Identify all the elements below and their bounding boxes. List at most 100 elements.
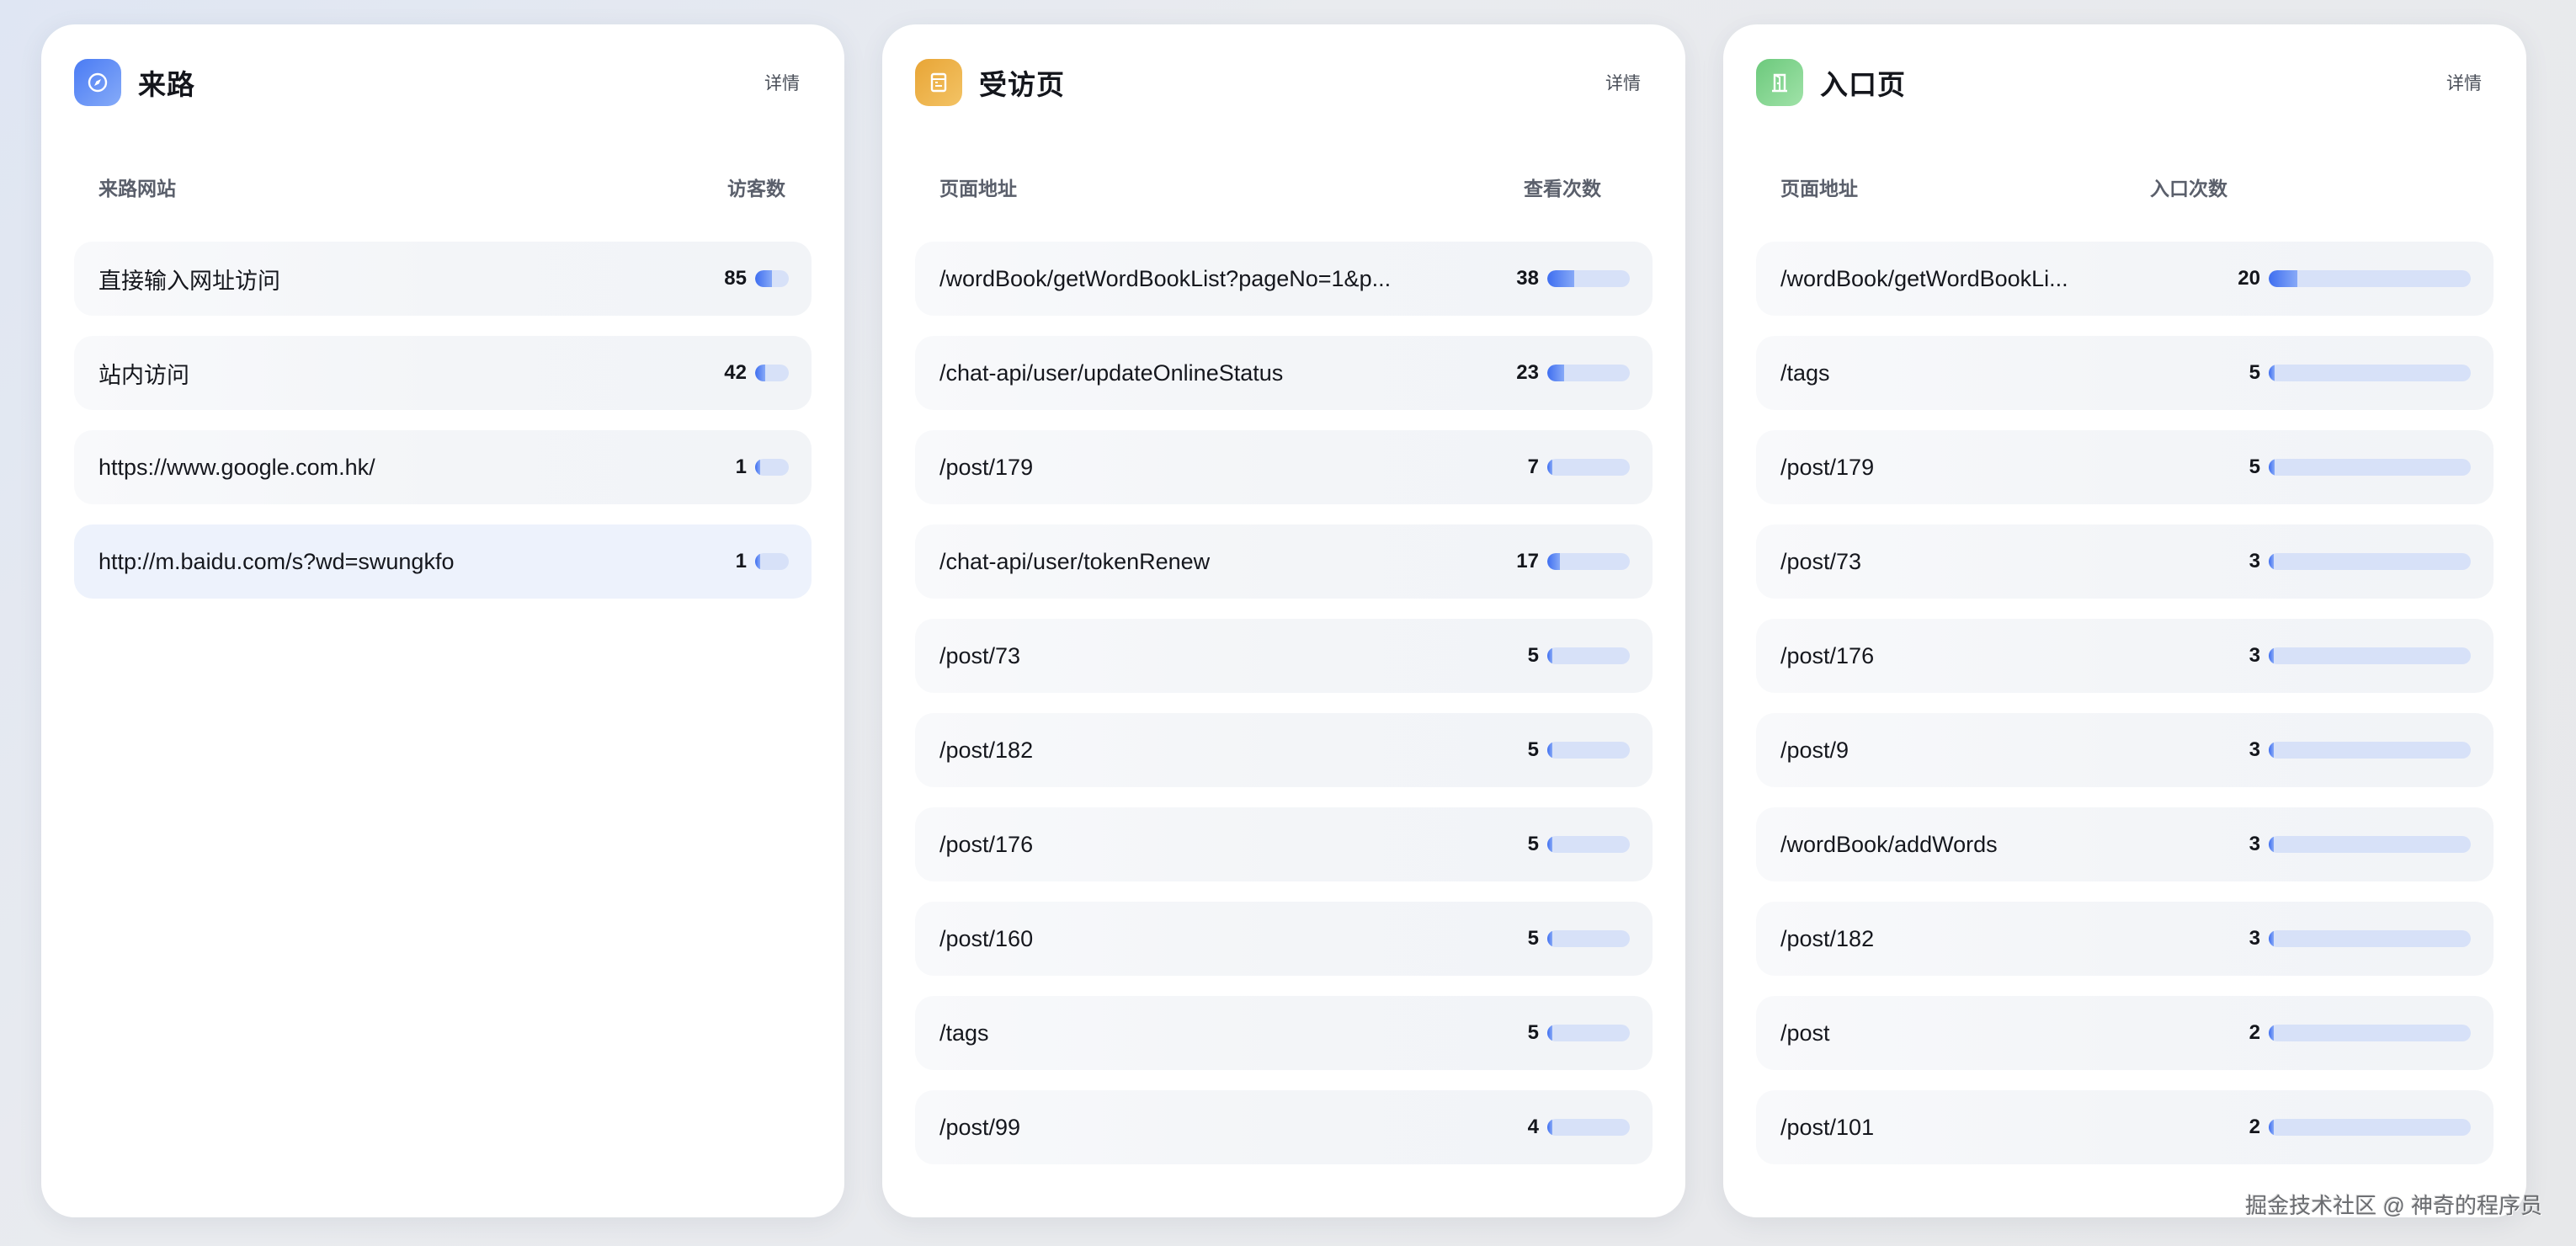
item-count: 38 (1516, 267, 1539, 290)
item-count: 3 (2249, 644, 2260, 667)
item-name: 站内访问 (98, 362, 189, 388)
card-header: 入口页 详情 (1756, 59, 2482, 106)
list-item[interactable]: /post/99 4 (915, 1090, 1653, 1164)
list-item[interactable]: /post/182 3 (1756, 902, 2494, 976)
list-item[interactable]: https://www.google.com.hk/ 1 (74, 430, 812, 504)
item-count: 1 (735, 550, 747, 572)
progress-bar (2269, 553, 2471, 570)
item-name: http://m.baidu.com/s?wd=swungkfo (98, 548, 455, 574)
progress-fill (2269, 365, 2275, 381)
item-name: /wordBook/getWordBookLi... (1780, 265, 2068, 291)
progress-fill (1547, 647, 1552, 664)
column-header-name: 来路网站 (98, 178, 176, 200)
list-item[interactable]: /post/182 5 (915, 713, 1653, 787)
card-header: 受访页 详情 (915, 59, 1641, 106)
progress-bar (1547, 270, 1630, 287)
progress-bar (755, 553, 789, 570)
item-name: /post/182 (1780, 925, 1875, 951)
item-count: 3 (2249, 833, 2260, 855)
item-name: /chat-api/user/updateOnlineStatus (939, 359, 1284, 386)
list-item[interactable]: /post/179 5 (1756, 430, 2494, 504)
progress-fill (1547, 1025, 1552, 1041)
progress-fill (1547, 270, 1575, 287)
progress-bar (1547, 930, 1630, 947)
progress-fill (1547, 365, 1564, 381)
item-name: /post/160 (939, 925, 1034, 951)
progress-bar (1547, 365, 1630, 381)
list-item[interactable]: /tags 5 (1756, 336, 2494, 410)
list-item[interactable]: /wordBook/getWordBookLi... 20 (1756, 242, 2494, 316)
progress-fill (1547, 459, 1552, 476)
progress-fill (2269, 1025, 2274, 1041)
list-item[interactable]: /chat-api/user/updateOnlineStatus 23 (915, 336, 1653, 410)
progress-bar (2269, 1025, 2471, 1041)
item-count: 5 (1527, 738, 1539, 761)
progress-bar (2269, 365, 2471, 381)
column-header-count: 访客数 (727, 178, 785, 200)
list-item[interactable]: /post/176 5 (915, 807, 1653, 881)
item-name: /post/179 (1780, 454, 1875, 480)
progress-bar (1547, 459, 1630, 476)
page-icon (915, 59, 962, 106)
progress-bar (755, 270, 789, 287)
list-item[interactable]: /post/73 3 (1756, 524, 2494, 599)
item-count: 2 (2249, 1116, 2260, 1138)
item-count: 17 (1516, 550, 1539, 572)
list-item[interactable]: /post 2 (1756, 996, 2494, 1070)
list-item[interactable]: /wordBook/addWords 3 (1756, 807, 2494, 881)
progress-fill (2269, 930, 2274, 947)
details-link[interactable]: 详情 (2446, 74, 2482, 93)
list-item[interactable]: 直接输入网址访问 85 (74, 242, 812, 316)
item-count: 5 (1527, 644, 1539, 667)
door-icon (1756, 59, 1803, 106)
progress-fill (2269, 270, 2297, 287)
card-title: 受访页 (979, 69, 1065, 100)
list-item[interactable]: /post/73 5 (915, 619, 1653, 693)
list-item[interactable]: /tags 5 (915, 996, 1653, 1070)
list-item[interactable]: /chat-api/user/tokenRenew 17 (915, 524, 1653, 599)
progress-bar (755, 459, 789, 476)
list-item[interactable]: /wordBook/getWordBookList?pageNo=1&p... … (915, 242, 1653, 316)
progress-fill (2269, 459, 2275, 476)
details-link[interactable]: 详情 (1605, 74, 1641, 93)
item-count: 23 (1516, 361, 1539, 384)
progress-fill (1547, 836, 1552, 853)
progress-bar (1547, 1119, 1630, 1136)
progress-bar (2269, 930, 2471, 947)
progress-bar (755, 365, 789, 381)
item-count: 3 (2249, 927, 2260, 950)
item-name: /post/9 (1780, 737, 1850, 763)
progress-bar (1547, 836, 1630, 853)
list-item[interactable]: /post/160 5 (915, 902, 1653, 976)
item-count: 3 (2249, 550, 2260, 572)
item-name: /tags (1780, 359, 1830, 386)
item-name: /post/73 (1780, 548, 1862, 574)
item-name: https://www.google.com.hk/ (98, 454, 375, 480)
list-item[interactable]: /post/101 2 (1756, 1090, 2494, 1164)
column-header-count: 入口次数 (2150, 178, 2227, 200)
list-item[interactable]: http://m.baidu.com/s?wd=swungkfo 1 (74, 524, 812, 599)
progress-bar (1547, 1025, 1630, 1041)
details-link[interactable]: 详情 (764, 74, 800, 93)
list-item[interactable]: 站内访问 42 (74, 336, 812, 410)
card-title: 来路 (138, 69, 195, 100)
progress-fill (2269, 742, 2274, 759)
item-name: /post/101 (1780, 1114, 1875, 1140)
list-item[interactable]: /post/179 7 (915, 430, 1653, 504)
progress-bar (2269, 836, 2471, 853)
item-count: 7 (1527, 455, 1539, 478)
list-item[interactable]: /post/176 3 (1756, 619, 2494, 693)
rows-list: /wordBook/getWordBookLi... 20 /tags 5 /p… (1756, 242, 2494, 1185)
progress-fill (755, 553, 760, 570)
progress-fill (2269, 553, 2274, 570)
item-name: /post/176 (1780, 642, 1875, 668)
list-item[interactable]: /post/9 3 (1756, 713, 2494, 787)
progress-fill (1547, 553, 1560, 570)
item-name: /post (1780, 1020, 1830, 1046)
column-header-name: 页面地址 (1780, 178, 1858, 200)
item-name: /chat-api/user/tokenRenew (939, 548, 1211, 574)
item-count: 2 (2249, 1021, 2260, 1044)
progress-bar (2269, 459, 2471, 476)
item-count: 3 (2249, 738, 2260, 761)
column-header: 页面地址 入口次数 (1723, 173, 2526, 200)
